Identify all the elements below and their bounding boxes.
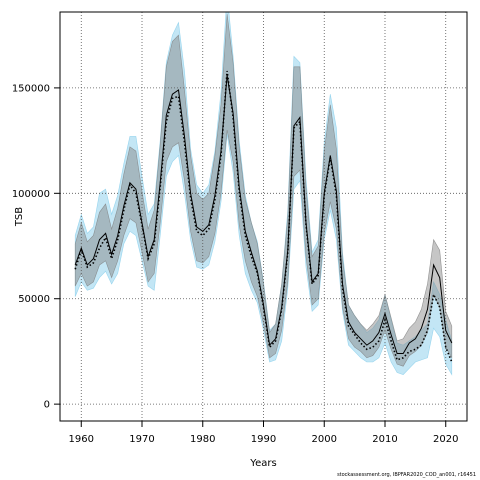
grid-lines: [60, 12, 467, 421]
confidence-bands: [74, 12, 453, 376]
y-tick-label: 0: [44, 400, 50, 411]
x-axis-label: Years: [249, 458, 276, 469]
series-2-band: [74, 14, 453, 367]
series-lines: [74, 70, 453, 363]
footer-credit: stockassessment.org, IBPFAR2020_COD_an00…: [337, 472, 476, 478]
y-axis-label: TSB: [14, 207, 25, 227]
x-tick-label: 1980: [190, 434, 215, 445]
y-tick-label: 50000: [18, 294, 50, 305]
x-tick-label: 1960: [69, 434, 94, 445]
y-axis: 0 50000 100000 150000: [12, 83, 60, 411]
x-tick-label: 2020: [433, 434, 458, 445]
y-tick-label: 150000: [12, 83, 50, 94]
series-1-line: [74, 70, 453, 363]
x-tick-label: 1990: [251, 434, 276, 445]
x-tick-label: 1970: [129, 434, 154, 445]
series-1-band: [74, 12, 453, 376]
x-axis: 1960 1970 1980 1990 2000 2010 2020: [69, 421, 458, 445]
x-tick-label: 2000: [312, 434, 337, 445]
y-tick-label: 100000: [12, 189, 50, 200]
x-tick-label: 2010: [372, 434, 397, 445]
